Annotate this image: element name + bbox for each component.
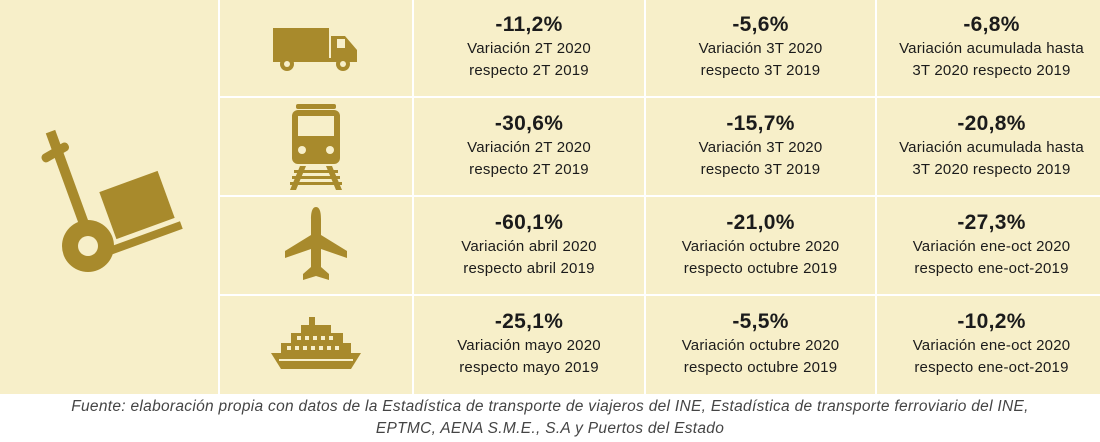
stat-desc-line2: 3T 2020 respecto 2019 [912, 160, 1071, 178]
stat-desc-line1: Variación 2T 2020 [467, 40, 591, 57]
stat-desc-line1: Variación ene-oct 2020 [912, 337, 1071, 354]
stat-value: -25,1% [494, 310, 564, 333]
stat-desc-line2: respecto mayo 2019 [459, 359, 599, 376]
caption-line2: EPTMC, AENA S.M.E., S.A y Puertos del Es… [375, 420, 725, 437]
stat-cell: -15,7% Variación 3T 2020 respecto 3T 201… [646, 98, 875, 195]
stat-desc-line2: respecto octubre 2019 [683, 259, 838, 277]
stat-value: -5,6% [732, 13, 789, 36]
stat-cell: -5,6% Variación 3T 2020 respecto 3T 2019 [646, 0, 875, 96]
stat-desc-line2: respecto 2T 2019 [469, 160, 589, 178]
stat-cell: -27,3% Variación ene-oct 2020 respecto e… [877, 197, 1100, 294]
stat-desc-line2: respecto abril 2019 [463, 259, 595, 277]
stat-value: -15,7% [726, 111, 795, 135]
airplane-icon [285, 206, 347, 280]
truck-icon [273, 28, 357, 71]
mode-cell-sea [220, 296, 412, 394]
stat-cell: -6,8% Variación acumulada hasta 3T 2020 … [877, 0, 1100, 96]
stat-desc-line1: Variación acumulada hasta [899, 138, 1084, 156]
train-icon [290, 103, 342, 190]
mode-cell-air [220, 197, 412, 294]
stat-value: -11,2% [495, 13, 563, 36]
stat-cell: -10,2% Variación ene-oct 2020 respecto e… [877, 296, 1100, 394]
mode-cell-road [220, 0, 412, 96]
stat-desc-line1: Variación ene-oct 2020 [912, 237, 1071, 255]
stat-desc-line1: Variación acumulada hasta [899, 40, 1084, 57]
stat-value: -60,1% [494, 210, 564, 234]
stat-desc-line1: Variación octubre 2020 [681, 237, 840, 255]
left-panel [0, 0, 218, 394]
stat-desc-line2: respecto 2T 2019 [469, 62, 589, 79]
stat-cell: -5,5% Variación octubre 2020 respecto oc… [646, 296, 875, 394]
stat-desc-line2: respecto ene-oct-2019 [914, 259, 1069, 277]
stat-value: -30,6% [494, 111, 564, 135]
stat-desc-line2: 3T 2020 respecto 2019 [912, 62, 1071, 79]
stat-desc-line2: respecto ene-oct-2019 [914, 359, 1069, 376]
stat-desc-line2: respecto 3T 2019 [700, 160, 821, 178]
stat-desc-line1: Variación octubre 2020 [681, 337, 840, 354]
stat-cell: -60,1% Variación abril 2020 respecto abr… [414, 197, 644, 294]
stat-desc-line1: Variación mayo 2020 [457, 337, 601, 354]
stat-desc-line2: respecto octubre 2019 [683, 359, 838, 376]
stat-cell: -20,8% Variación acumulada hasta 3T 2020… [877, 98, 1100, 195]
stat-value: -27,3% [957, 210, 1026, 234]
stat-desc-line1: Variación abril 2020 [461, 237, 597, 255]
stat-value: -10,2% [957, 310, 1026, 333]
stats-grid: -11,2% Variación 2T 2020 respecto 2T 201… [218, 0, 1100, 394]
stat-value: -21,0% [726, 210, 795, 234]
stat-desc-line1: Variación 3T 2020 [698, 138, 823, 156]
stat-cell: -30,6% Variación 2T 2020 respecto 2T 201… [414, 98, 644, 195]
ship-icon [271, 317, 361, 369]
hand-truck-icon [41, 129, 183, 272]
stat-desc-line1: Variación 2T 2020 [467, 138, 591, 156]
caption-line1: Fuente: elaboración propia con datos de … [71, 398, 1029, 415]
stat-cell: -21,0% Variación octubre 2020 respecto o… [646, 197, 875, 294]
stat-value: -6,8% [963, 13, 1020, 36]
stat-cell: -11,2% Variación 2T 2020 respecto 2T 201… [414, 0, 644, 96]
source-caption: Fuente: elaboración propia con datos de … [0, 396, 1100, 440]
stat-desc-line1: Variación 3T 2020 [698, 40, 823, 57]
stat-cell: -25,1% Variación mayo 2020 respecto mayo… [414, 296, 644, 394]
stat-desc-line2: respecto 3T 2019 [700, 62, 821, 79]
stat-value: -5,5% [732, 310, 789, 333]
stat-value: -20,8% [957, 111, 1026, 135]
mode-cell-rail [220, 98, 412, 195]
